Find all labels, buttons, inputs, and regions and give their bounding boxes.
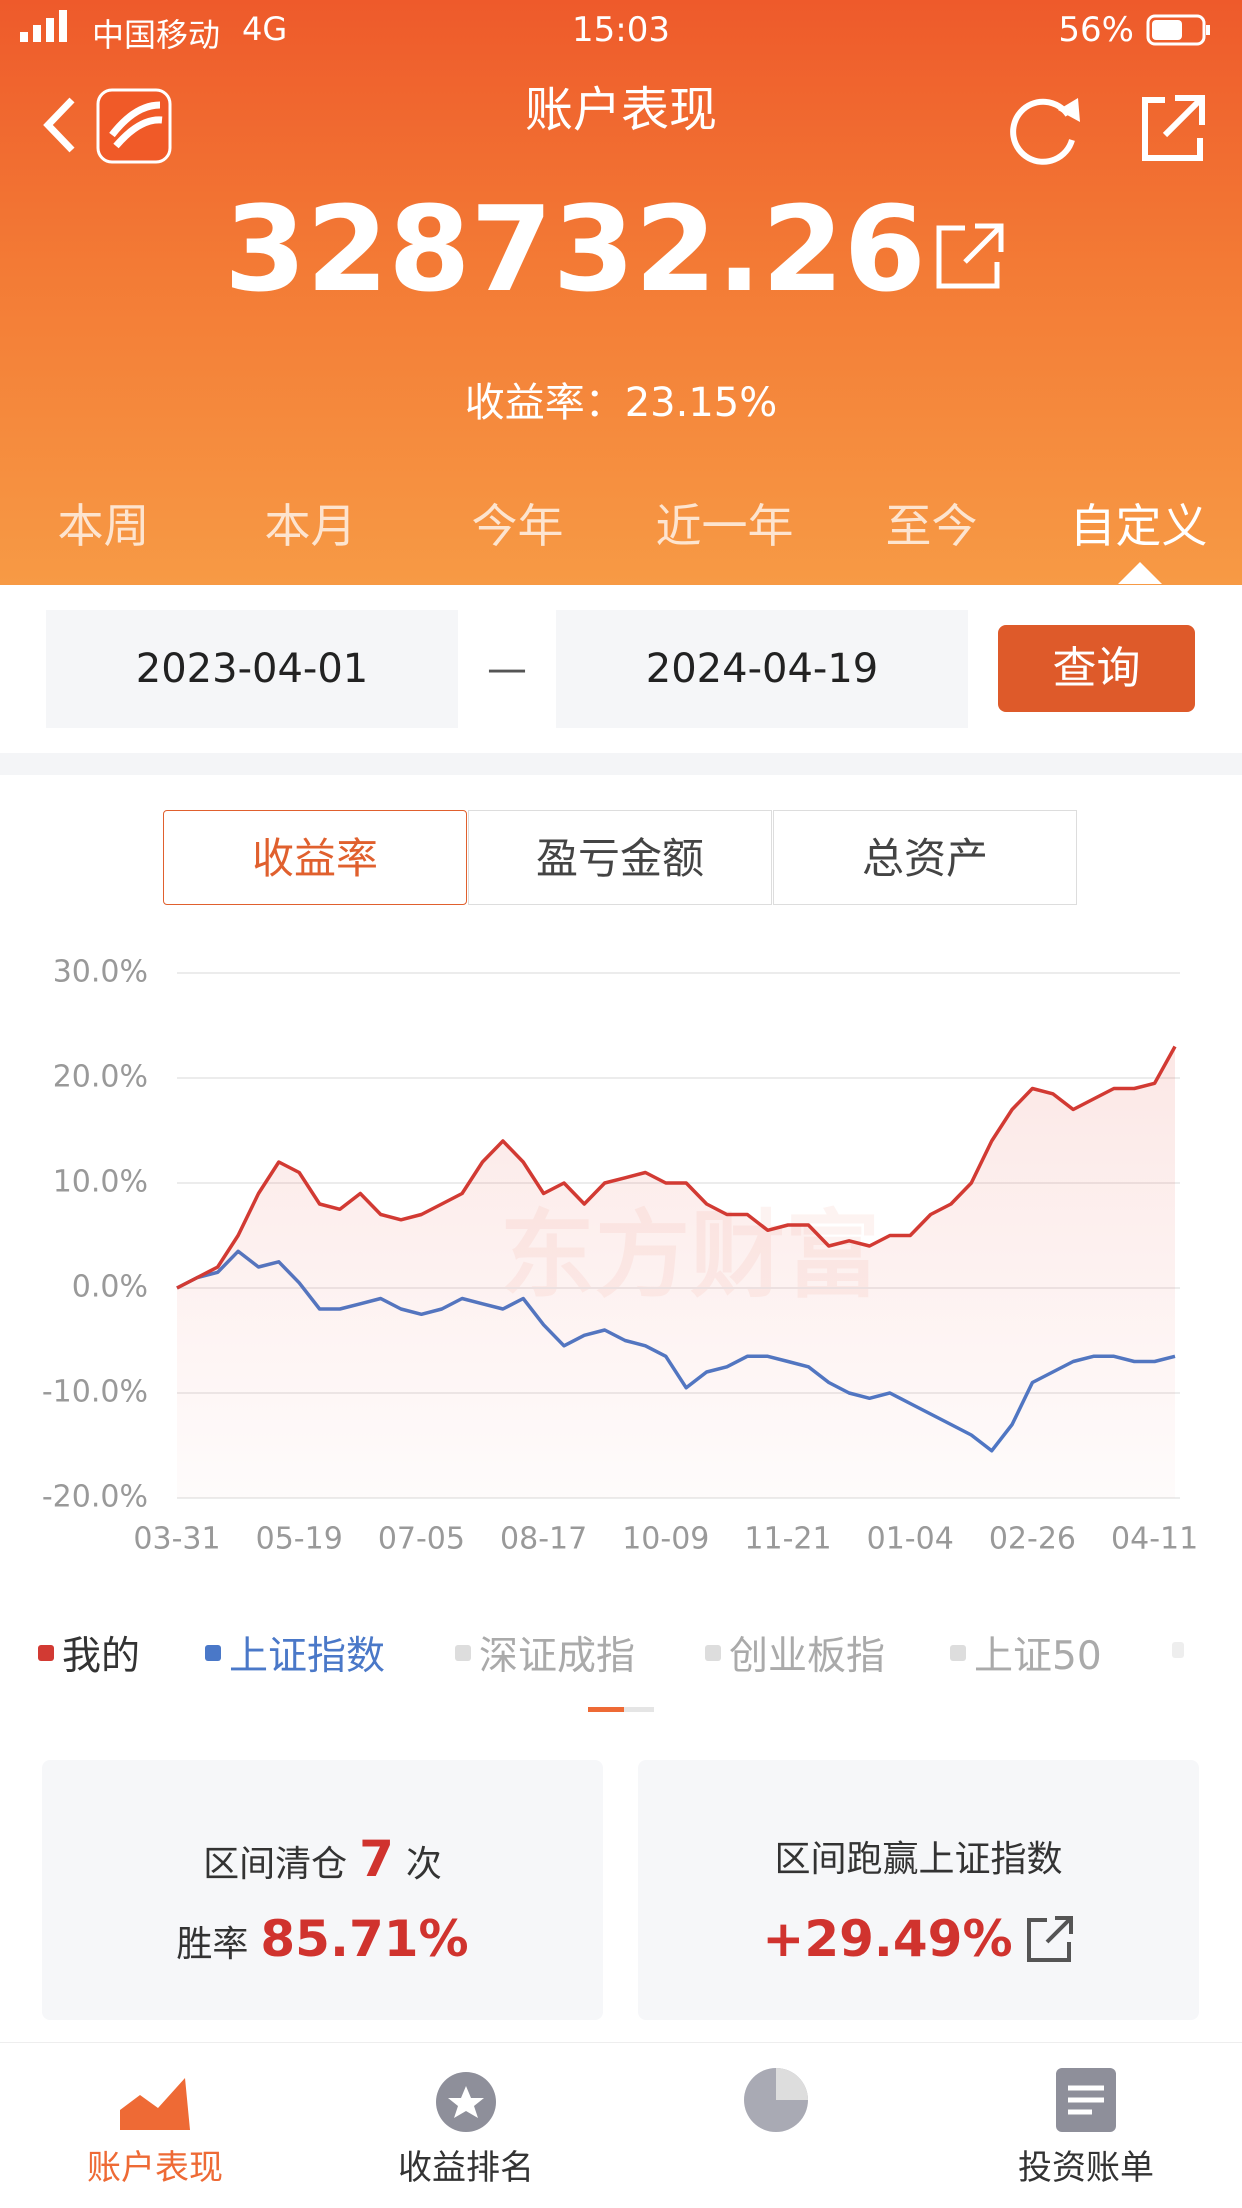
x-tick-label: 11-21	[744, 1522, 831, 1557]
period-tab[interactable]: 今年	[471, 499, 564, 553]
area	[177, 1046, 1175, 1498]
x-tick-label: 02-26	[989, 1522, 1076, 1557]
legend-text: 深证成指	[479, 1634, 636, 1679]
legend-scroll-thumb	[588, 1707, 624, 1712]
period-tab[interactable]: 本月	[264, 499, 357, 553]
nav-label[interactable]: 投资账单	[1018, 2148, 1154, 2188]
legend-text: 创业板指	[729, 1634, 886, 1679]
signal-icon	[20, 10, 67, 42]
beat-share-icon[interactable]	[1025, 1914, 1075, 1964]
legend-item-inactive[interactable]: 上证50	[950, 1625, 1102, 1681]
battery-icon	[1146, 14, 1210, 46]
x-tick-label: 07-05	[378, 1522, 465, 1557]
period-tab[interactable]: 本周	[57, 499, 150, 553]
nav-label[interactable]: 账户表现	[87, 2148, 223, 2188]
divider	[0, 753, 1242, 775]
yield-value: 23.15%	[624, 380, 778, 426]
y-tick-label: 10.0%	[53, 1165, 148, 1200]
x-tick-label: 08-17	[500, 1522, 587, 1557]
nav-label[interactable]: 收益排名	[398, 2148, 534, 2188]
x-tick-label: 05-19	[256, 1522, 343, 1557]
x-tick-label: 01-04	[867, 1522, 954, 1557]
status-left: 中国移动 4G	[20, 10, 287, 56]
legend-swatch	[38, 1645, 54, 1661]
chart: 东方财富 30.0%20.0%10.0%0.0%-10.0%-20.0%03-3…	[42, 955, 1198, 1557]
amount: 328732.26	[224, 180, 926, 318]
date-separator: —	[487, 646, 527, 692]
clear-label: 区间清仓	[203, 1844, 348, 1885]
legend-swatch	[950, 1645, 966, 1661]
refresh-icon[interactable]	[1010, 98, 1075, 165]
legend-scroll	[588, 1707, 654, 1712]
legend-item[interactable]: 我的	[38, 1625, 140, 1681]
query-button[interactable]: 查询	[998, 625, 1195, 712]
beat-label: 区间跑赢上证指数	[774, 1839, 1063, 1880]
network: 4G	[242, 10, 288, 48]
share-icon[interactable]	[1142, 95, 1205, 161]
y-tick-label: 20.0%	[53, 1060, 148, 1095]
legend-text: 上证50	[974, 1634, 1102, 1679]
clear-card: 区间清仓 7 次 胜率 85.71%	[42, 1760, 603, 2020]
nav-icons	[43, 88, 1205, 165]
yield: 收益率：23.15%	[0, 370, 1242, 428]
legend-swatch	[455, 1645, 471, 1661]
legend-item-inactive[interactable]: 创业板指	[705, 1625, 885, 1681]
amount-share-icon[interactable]	[935, 222, 1005, 292]
back-icon[interactable]	[43, 97, 75, 153]
clock: 15:03	[572, 10, 670, 50]
x-tick-label: 03-31	[133, 1522, 220, 1557]
period-tab[interactable]: 近一年	[655, 499, 794, 553]
clear-count: 7	[359, 1830, 394, 1888]
segment-tab[interactable]: 收益率	[163, 810, 467, 905]
legend-more	[1172, 1642, 1184, 1658]
tab-pointer	[1118, 562, 1162, 584]
carrier: 中国移动	[92, 16, 221, 54]
header-bg	[0, 0, 1242, 585]
page-title: 账户表现	[524, 82, 717, 138]
line	[176, 1045, 1177, 1290]
nav-icon-performance[interactable]	[120, 2078, 190, 2130]
clear-unit: 次	[405, 1844, 442, 1885]
y-tick-label: -20.0%	[42, 1480, 148, 1515]
status-right: 56%	[1058, 10, 1212, 50]
legend-swatch	[205, 1645, 221, 1661]
win-label: 胜率	[176, 1924, 249, 1965]
win-rate: 85.71%	[260, 1910, 469, 1968]
bottom-nav	[0, 2042, 1242, 2208]
yield-label: 收益率：	[464, 380, 625, 426]
segment-tab[interactable]: 盈亏金额	[468, 810, 772, 905]
y-tick-label: 30.0%	[53, 955, 148, 990]
beat-card: 区间跑赢上证指数 +29.49%	[638, 1760, 1199, 2020]
beat-value: +29.49%	[762, 1910, 1013, 1968]
legend-text: 我的	[62, 1634, 141, 1679]
battery-text: 56%	[1058, 10, 1134, 50]
y-tick-label: -10.0%	[42, 1375, 148, 1410]
start-date[interactable]: 2023-04-01	[46, 610, 458, 728]
legend-text: 上证指数	[229, 1634, 386, 1679]
nav-icons-bottom	[120, 2068, 1116, 2132]
legend-swatch	[705, 1645, 721, 1661]
period-tab[interactable]: 自定义	[1069, 499, 1208, 553]
legend-item[interactable]: 上证指数	[205, 1625, 385, 1681]
legend-item-inactive[interactable]: 深证成指	[455, 1625, 635, 1681]
x-tick-label: 04-11	[1111, 1522, 1198, 1557]
y-tick-label: 0.0%	[72, 1270, 148, 1305]
segment-tab[interactable]: 总资产	[773, 810, 1077, 905]
end-date[interactable]: 2024-04-19	[556, 610, 968, 728]
period-tab[interactable]: 至今	[885, 499, 978, 553]
x-tick-label: 10-09	[622, 1522, 709, 1557]
